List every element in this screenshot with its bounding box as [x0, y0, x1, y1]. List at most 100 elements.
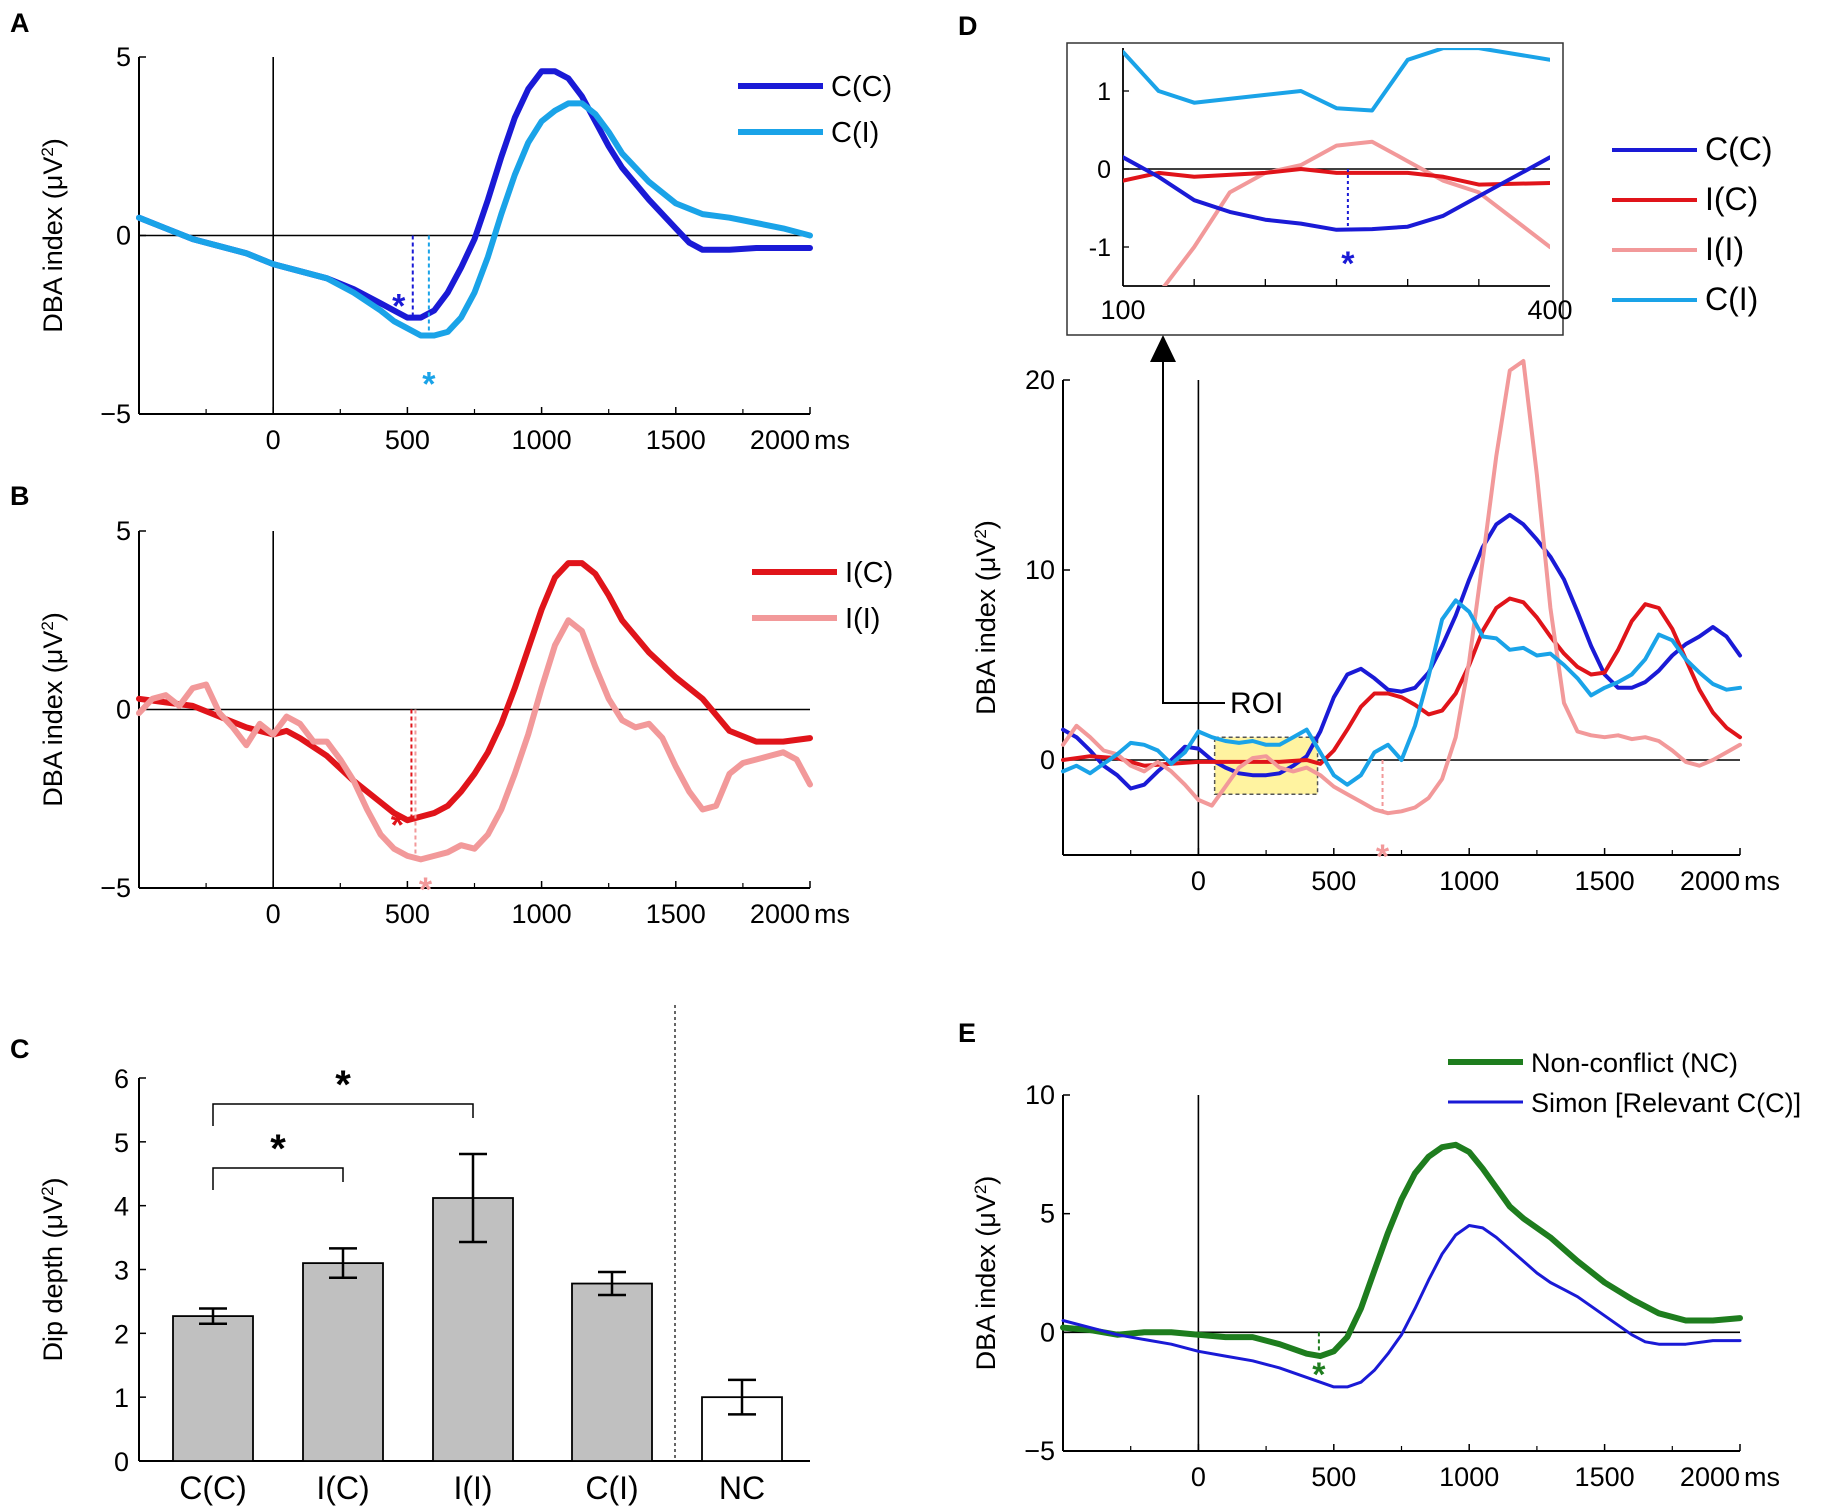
series-line-ii: [1061, 359, 1742, 816]
x-tick-label: 1000: [1439, 1462, 1499, 1492]
series-line-ii: [136, 617, 813, 863]
y-tick-label: 0: [1040, 1317, 1055, 1347]
y-tick-label: 0: [1040, 745, 1055, 775]
panel-C: C 0 1 2 3 4 5 6 Dip depth (μV2) C(C) I(C) I(I) C(I) N…: [10, 1005, 810, 1506]
panel-label: C: [10, 1034, 30, 1064]
legend-label: C(C): [1705, 131, 1773, 167]
x-tick-label: 500: [1311, 1462, 1356, 1492]
legend-label: I(I): [845, 603, 880, 635]
bar-cc: [172, 1315, 254, 1462]
significance-bracket: [212, 1103, 474, 1126]
y-tick-label: 6: [114, 1064, 129, 1094]
significance-bracket: [212, 1167, 344, 1190]
legend-label: I(C): [1705, 181, 1758, 217]
x-tick-label: 0: [266, 899, 281, 929]
x-tick-label: 0: [266, 425, 281, 455]
bar-ic: [302, 1262, 384, 1462]
significance-star: *: [270, 1127, 286, 1171]
inset-y-tick-label: 0: [1097, 156, 1111, 184]
x-tick-label: 1000: [512, 899, 572, 929]
significance-star: *: [1312, 1356, 1326, 1394]
series-line-ci: [136, 100, 813, 339]
x-category-label: C(C): [179, 1470, 247, 1506]
series-line-cc: [1061, 512, 1742, 791]
x-unit-label: ms: [814, 425, 850, 455]
y-tick-label: 4: [114, 1192, 129, 1222]
inset-x-tick-label: 400: [1527, 295, 1572, 325]
significance-star: *: [392, 288, 406, 326]
inset-series-line: [1123, 167, 1550, 187]
x-tick-label: 2000: [750, 899, 810, 929]
x-category-label: I(C): [316, 1470, 369, 1506]
inset-y-tick-label: 1: [1097, 78, 1111, 106]
significance-star: *: [391, 807, 405, 845]
inset-plot: 1 0 -1 100 400 *: [1066, 42, 1573, 336]
legend-label: C(I): [831, 117, 879, 149]
x-tick-label: 0: [1191, 1462, 1206, 1492]
y-tick-label: 5: [1040, 1199, 1055, 1229]
y-tick-label: −5: [100, 873, 131, 903]
series-line-nonconflictnc: [1060, 1141, 1743, 1360]
x-tick-label: 2000: [750, 425, 810, 455]
panel-label: E: [958, 1018, 976, 1048]
y-tick-label: 0: [116, 695, 131, 725]
legend-label: I(C): [845, 557, 893, 589]
y-tick-label: 10: [1025, 1080, 1055, 1110]
x-tick-label: 2000: [1680, 866, 1740, 896]
inset-x-tick-label: 100: [1100, 295, 1145, 325]
y-tick-label: 0: [116, 221, 131, 251]
y-axis-label: DBA index (μV2): [971, 520, 1002, 715]
x-tick-label: 1500: [646, 425, 706, 455]
series-line-cc: [136, 68, 813, 321]
panel-B: B 5 0 −5 0 500 1000 1500 2000 ms DBA index (μV2) * *…: [10, 481, 893, 929]
legend-label: C(C): [831, 71, 892, 103]
inset-significance-star: *: [1341, 245, 1355, 283]
significance-star: *: [419, 871, 433, 909]
series-line-ic: [1061, 596, 1742, 768]
x-unit-label: ms: [814, 899, 850, 929]
panel-E: E 10 5 0 −5 0 500 1000 1500 2000 ms DBA index (μV2)…: [958, 1018, 1801, 1492]
roi-arrowhead: [1150, 335, 1176, 362]
y-tick-label: 0: [114, 1447, 129, 1477]
series-line-ic: [136, 560, 813, 824]
x-tick-label: 0: [1191, 866, 1206, 896]
y-axis-label: DBA index (μV2): [971, 1176, 1002, 1371]
panel-label: D: [958, 11, 978, 41]
inset-series-group: [1123, 48, 1550, 286]
x-tick-label: 500: [385, 899, 430, 929]
y-tick-label: −5: [1024, 1436, 1055, 1466]
roi-label: ROI: [1230, 687, 1283, 720]
inset-series-line: [1123, 155, 1550, 232]
y-axis-label: Dip depth (μV2): [38, 1177, 69, 1361]
legend-label: Non-conflict (NC): [1531, 1048, 1738, 1078]
inset-y-tick-label: -1: [1089, 234, 1111, 262]
x-unit-label: ms: [1744, 1462, 1780, 1492]
legend-label: Simon [Relevant C(C)]: [1531, 1088, 1801, 1118]
x-category-label: C(I): [585, 1470, 638, 1506]
x-unit-label: ms: [1744, 866, 1780, 896]
y-tick-label: 10: [1025, 555, 1055, 585]
significance-star: *: [1376, 838, 1390, 876]
y-tick-label: 5: [114, 1128, 129, 1158]
x-tick-label: 1500: [1575, 1462, 1635, 1492]
x-tick-label: 1000: [512, 425, 572, 455]
x-tick-label: 500: [1311, 866, 1356, 896]
x-category-label: I(I): [453, 1470, 492, 1506]
series-line-ci: [1061, 598, 1742, 787]
inset-series-line: [1162, 139, 1550, 286]
y-tick-label: 3: [114, 1256, 129, 1286]
y-axis-label: DBA index (μV2): [38, 138, 69, 333]
y-tick-label: −5: [100, 399, 131, 429]
y-tick-label: 5: [116, 42, 131, 72]
x-tick-label: 1000: [1439, 866, 1499, 896]
x-tick-label: 1500: [646, 899, 706, 929]
y-tick-label: 2: [114, 1319, 129, 1349]
panel-label: B: [10, 481, 30, 511]
bar-ci: [571, 1282, 653, 1462]
y-tick-label: 20: [1025, 365, 1055, 395]
inset-series-line: [1123, 48, 1550, 113]
significance-star: *: [335, 1063, 351, 1107]
series-line-simonrelevantcc: [1061, 1224, 1742, 1389]
